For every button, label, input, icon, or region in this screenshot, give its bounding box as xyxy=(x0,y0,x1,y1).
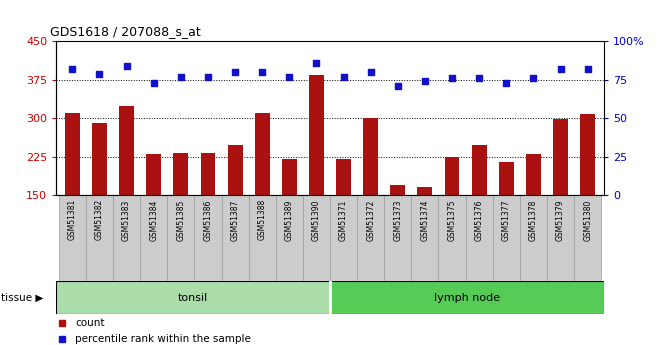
Point xyxy=(366,69,376,75)
Bar xyxy=(59,195,86,281)
Text: tissue ▶: tissue ▶ xyxy=(1,293,44,303)
Point xyxy=(284,74,294,79)
Text: GSM51390: GSM51390 xyxy=(312,199,321,241)
Bar xyxy=(222,195,249,281)
Bar xyxy=(92,123,107,195)
Text: GSM51381: GSM51381 xyxy=(68,199,77,240)
Bar xyxy=(276,195,303,281)
Bar xyxy=(418,187,432,195)
Bar xyxy=(195,195,222,281)
Bar xyxy=(445,157,459,195)
Bar xyxy=(574,195,601,281)
Bar xyxy=(174,153,188,195)
Text: GSM51383: GSM51383 xyxy=(122,199,131,240)
Text: GSM51378: GSM51378 xyxy=(529,199,538,240)
Point xyxy=(528,76,539,81)
Bar xyxy=(255,113,270,195)
Point xyxy=(474,76,484,81)
Bar xyxy=(167,195,195,281)
Text: GSM51384: GSM51384 xyxy=(149,199,158,240)
Point xyxy=(67,66,78,72)
Text: GSM51385: GSM51385 xyxy=(176,199,185,240)
Bar xyxy=(303,195,330,281)
Bar xyxy=(580,114,595,195)
Text: GSM51371: GSM51371 xyxy=(339,199,348,240)
Text: GSM51388: GSM51388 xyxy=(257,199,267,240)
Bar xyxy=(411,195,438,281)
Bar xyxy=(547,195,574,281)
Point xyxy=(121,63,132,69)
Point xyxy=(257,69,267,75)
Bar xyxy=(249,195,276,281)
Bar xyxy=(65,113,80,195)
Text: percentile rank within the sample: percentile rank within the sample xyxy=(75,334,251,344)
Text: GSM51377: GSM51377 xyxy=(502,199,511,241)
Bar xyxy=(384,195,411,281)
Text: GSM51386: GSM51386 xyxy=(203,199,213,240)
Bar xyxy=(147,154,161,195)
Bar xyxy=(140,195,167,281)
Text: GSM51372: GSM51372 xyxy=(366,199,375,240)
Text: GSM51387: GSM51387 xyxy=(230,199,240,240)
Text: GSM51376: GSM51376 xyxy=(475,199,484,241)
Bar xyxy=(56,281,330,314)
Bar xyxy=(330,195,357,281)
Bar xyxy=(493,195,520,281)
Text: tonsil: tonsil xyxy=(178,293,208,303)
Point xyxy=(501,80,512,86)
Bar xyxy=(282,159,297,195)
Point xyxy=(176,74,186,79)
Bar xyxy=(526,154,541,195)
Text: GSM51382: GSM51382 xyxy=(95,199,104,240)
Bar xyxy=(520,195,547,281)
Point xyxy=(148,80,159,86)
Bar xyxy=(201,153,215,195)
Bar xyxy=(438,195,465,281)
Bar xyxy=(228,145,242,195)
Point xyxy=(94,71,105,76)
Point xyxy=(447,76,457,81)
Bar xyxy=(357,195,384,281)
Text: GSM51379: GSM51379 xyxy=(556,199,565,241)
Bar xyxy=(390,185,405,195)
Bar xyxy=(119,106,134,195)
Text: GSM51389: GSM51389 xyxy=(285,199,294,240)
Point xyxy=(555,66,566,72)
Bar xyxy=(499,162,513,195)
Point xyxy=(420,79,430,84)
Bar xyxy=(86,195,113,281)
Point xyxy=(203,74,213,79)
Text: GSM51375: GSM51375 xyxy=(447,199,457,241)
Bar xyxy=(472,145,486,195)
Bar xyxy=(113,195,140,281)
Text: lymph node: lymph node xyxy=(434,293,500,303)
Bar xyxy=(363,118,378,195)
Text: GSM51373: GSM51373 xyxy=(393,199,403,241)
Text: GSM51374: GSM51374 xyxy=(420,199,430,241)
Text: count: count xyxy=(75,318,105,328)
Bar xyxy=(465,195,493,281)
Bar xyxy=(553,119,568,195)
Text: GDS1618 / 207088_s_at: GDS1618 / 207088_s_at xyxy=(50,25,200,38)
Bar xyxy=(309,75,324,195)
Bar xyxy=(330,281,604,314)
Bar xyxy=(336,159,351,195)
Point xyxy=(582,66,593,72)
Point xyxy=(230,69,240,75)
Text: GSM51380: GSM51380 xyxy=(583,199,592,240)
Point xyxy=(311,60,321,66)
Point xyxy=(339,74,349,79)
Point xyxy=(393,83,403,89)
